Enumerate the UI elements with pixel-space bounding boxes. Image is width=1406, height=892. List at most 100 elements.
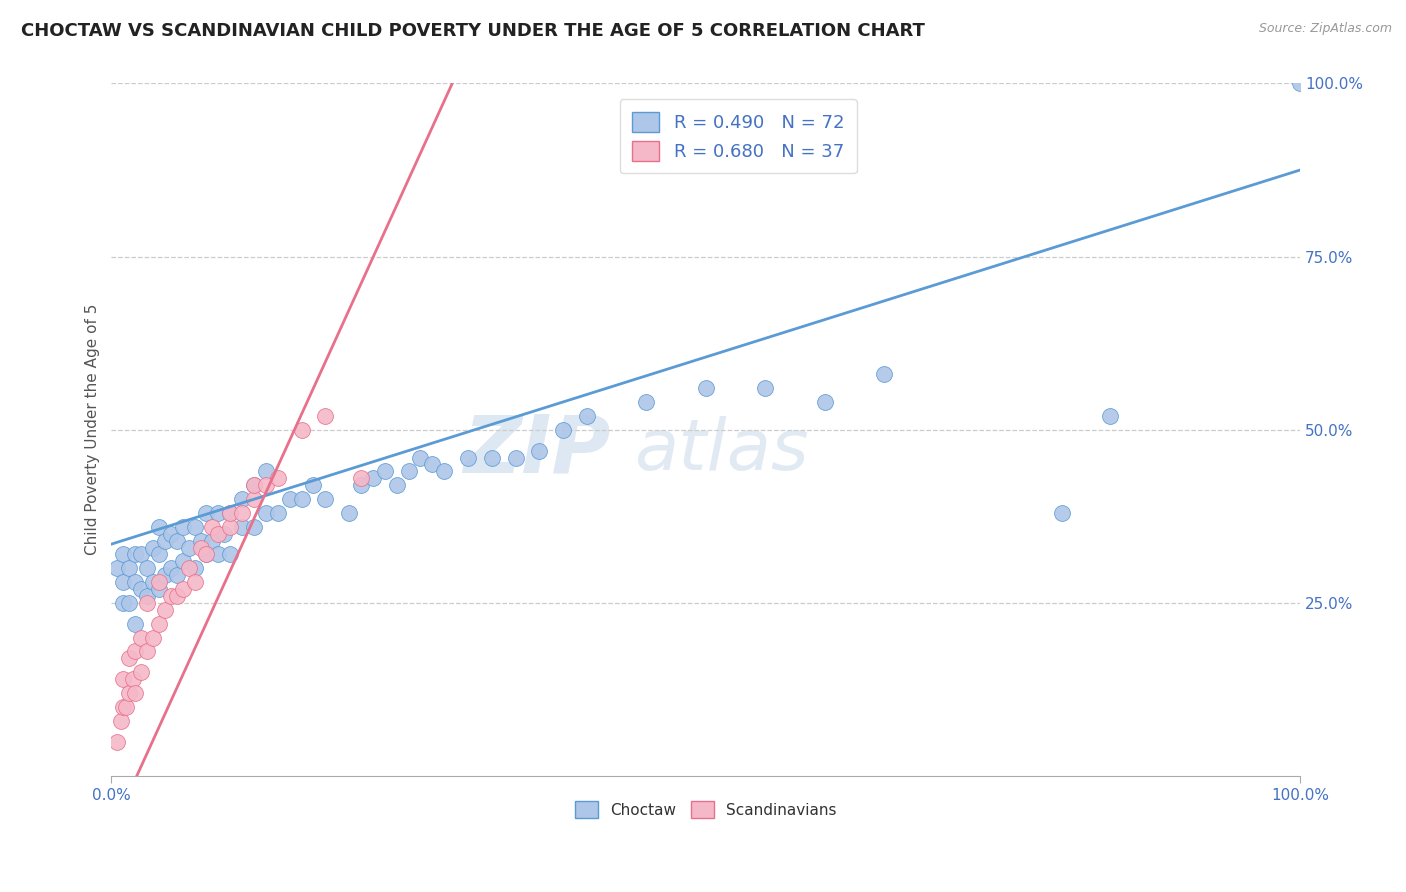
Point bbox=[207, 506, 229, 520]
Point bbox=[166, 533, 188, 548]
Point bbox=[201, 520, 224, 534]
Point bbox=[207, 526, 229, 541]
Point bbox=[219, 506, 242, 520]
Point bbox=[314, 492, 336, 507]
Point bbox=[110, 714, 132, 728]
Point bbox=[231, 506, 253, 520]
Point bbox=[148, 520, 170, 534]
Point bbox=[267, 506, 290, 520]
Point bbox=[124, 616, 146, 631]
Point bbox=[148, 548, 170, 562]
Point bbox=[124, 548, 146, 562]
Point bbox=[136, 589, 159, 603]
Text: atlas: atlas bbox=[634, 416, 808, 485]
Point bbox=[350, 471, 373, 485]
Point bbox=[195, 506, 218, 520]
Point bbox=[172, 582, 194, 596]
Point bbox=[337, 506, 360, 520]
Point bbox=[118, 596, 141, 610]
Point bbox=[481, 450, 503, 465]
Point bbox=[172, 554, 194, 568]
Point bbox=[398, 464, 420, 478]
Point bbox=[177, 541, 200, 555]
Text: Source: ZipAtlas.com: Source: ZipAtlas.com bbox=[1258, 22, 1392, 36]
Point bbox=[243, 520, 266, 534]
Point bbox=[207, 548, 229, 562]
Point bbox=[118, 686, 141, 700]
Point bbox=[254, 464, 277, 478]
Point bbox=[114, 699, 136, 714]
Point bbox=[183, 561, 205, 575]
Point bbox=[148, 582, 170, 596]
Point bbox=[142, 631, 165, 645]
Point bbox=[142, 541, 165, 555]
Point bbox=[136, 644, 159, 658]
Point bbox=[291, 492, 314, 507]
Point bbox=[148, 575, 170, 590]
Point bbox=[813, 395, 835, 409]
Point bbox=[374, 464, 396, 478]
Point bbox=[153, 533, 176, 548]
Point bbox=[243, 492, 266, 507]
Text: ZIP: ZIP bbox=[463, 411, 610, 490]
Point bbox=[314, 409, 336, 423]
Point bbox=[219, 520, 242, 534]
Point bbox=[873, 368, 896, 382]
Point bbox=[267, 471, 290, 485]
Point bbox=[291, 423, 314, 437]
Point bbox=[148, 616, 170, 631]
Point bbox=[190, 541, 212, 555]
Point bbox=[112, 672, 135, 686]
Point bbox=[754, 381, 776, 395]
Point bbox=[121, 672, 143, 686]
Point bbox=[231, 520, 253, 534]
Point bbox=[350, 478, 373, 492]
Point bbox=[136, 561, 159, 575]
Point bbox=[219, 506, 242, 520]
Point bbox=[136, 596, 159, 610]
Point bbox=[172, 520, 194, 534]
Point bbox=[1098, 409, 1121, 423]
Point bbox=[160, 589, 183, 603]
Point bbox=[361, 471, 384, 485]
Point bbox=[302, 478, 325, 492]
Point bbox=[105, 561, 128, 575]
Point bbox=[457, 450, 479, 465]
Point bbox=[505, 450, 527, 465]
Point bbox=[124, 686, 146, 700]
Point bbox=[177, 561, 200, 575]
Point bbox=[551, 423, 574, 437]
Point bbox=[201, 533, 224, 548]
Point bbox=[420, 458, 443, 472]
Point bbox=[105, 734, 128, 748]
Point bbox=[153, 603, 176, 617]
Point bbox=[124, 575, 146, 590]
Point bbox=[112, 575, 135, 590]
Point bbox=[112, 548, 135, 562]
Point bbox=[160, 561, 183, 575]
Point bbox=[409, 450, 432, 465]
Point bbox=[529, 443, 551, 458]
Point bbox=[575, 409, 598, 423]
Point bbox=[183, 520, 205, 534]
Point bbox=[243, 478, 266, 492]
Point bbox=[129, 548, 152, 562]
Point bbox=[385, 478, 408, 492]
Point bbox=[118, 651, 141, 665]
Point bbox=[129, 582, 152, 596]
Point bbox=[124, 644, 146, 658]
Point bbox=[433, 464, 456, 478]
Point bbox=[129, 631, 152, 645]
Text: CHOCTAW VS SCANDINAVIAN CHILD POVERTY UNDER THE AGE OF 5 CORRELATION CHART: CHOCTAW VS SCANDINAVIAN CHILD POVERTY UN… bbox=[21, 22, 925, 40]
Point bbox=[195, 548, 218, 562]
Point bbox=[254, 506, 277, 520]
Point bbox=[231, 492, 253, 507]
Point bbox=[183, 575, 205, 590]
Point bbox=[254, 478, 277, 492]
Point bbox=[112, 699, 135, 714]
Point bbox=[166, 568, 188, 582]
Point bbox=[153, 568, 176, 582]
Point bbox=[190, 533, 212, 548]
Legend: Choctaw, Scandinavians: Choctaw, Scandinavians bbox=[568, 795, 842, 824]
Point bbox=[166, 589, 188, 603]
